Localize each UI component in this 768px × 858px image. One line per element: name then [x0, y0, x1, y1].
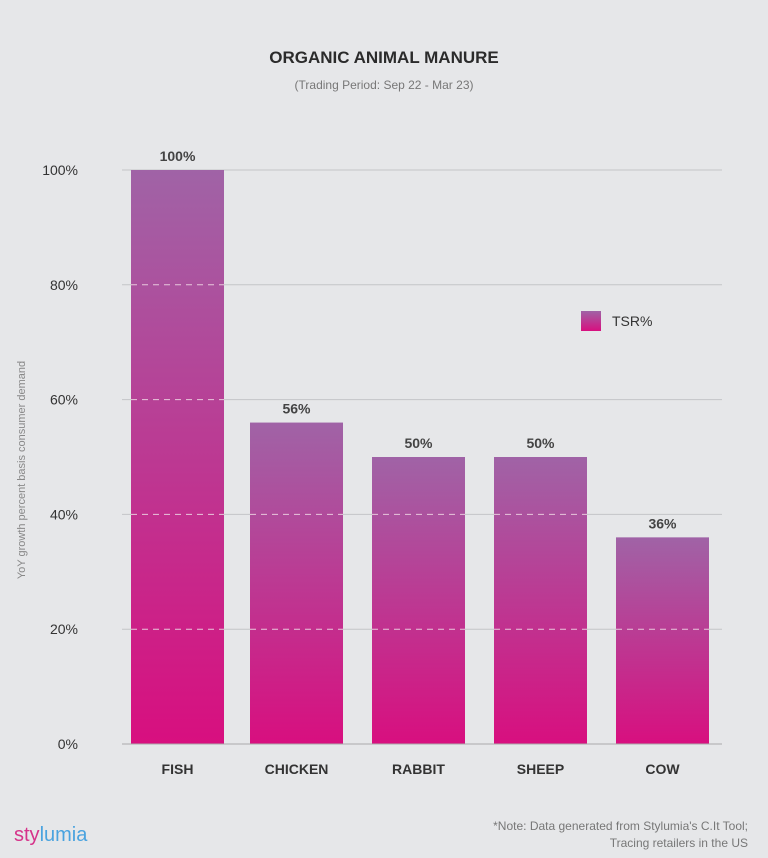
bar-fish — [131, 170, 224, 744]
chart-subtitle: (Trading Period: Sep 22 - Mar 23) — [294, 78, 474, 92]
chart-title: ORGANIC ANIMAL MANURE — [269, 48, 499, 67]
data-label: 36% — [648, 515, 677, 531]
data-label: 56% — [282, 401, 311, 417]
data-label: 50% — [404, 435, 433, 451]
data-label: 100% — [160, 148, 196, 164]
x-tick-label: CHICKEN — [265, 761, 329, 777]
note-line-2: Tracing retailers in the US — [609, 836, 748, 850]
bar-cow — [616, 537, 709, 744]
bar-chicken — [250, 422, 343, 744]
note-line-1: *Note: Data generated from Stylumia's C.… — [493, 819, 748, 833]
bar-sheep — [494, 457, 587, 744]
y-tick-label: 60% — [50, 392, 78, 408]
y-tick-label: 80% — [50, 277, 78, 293]
footnote: *Note: Data generated from Stylumia's C.… — [493, 818, 748, 852]
legend-label: TSR% — [612, 313, 652, 329]
logo-text-1: sty — [14, 824, 40, 846]
y-tick-label: 0% — [58, 736, 78, 752]
data-label: 50% — [526, 435, 555, 451]
bar-rabbit — [372, 457, 465, 744]
stylumia-logo: stylumia — [14, 824, 87, 847]
legend-swatch — [581, 311, 601, 331]
x-tick-label: SHEEP — [517, 761, 564, 777]
x-tick-label: COW — [645, 761, 680, 777]
logo-text-2: lumia — [39, 824, 88, 846]
y-tick-label: 40% — [50, 506, 78, 522]
x-tick-label: FISH — [162, 761, 194, 777]
x-tick-label: RABBIT — [392, 761, 445, 777]
y-tick-label: 100% — [42, 162, 78, 178]
y-tick-label: 20% — [50, 621, 78, 637]
